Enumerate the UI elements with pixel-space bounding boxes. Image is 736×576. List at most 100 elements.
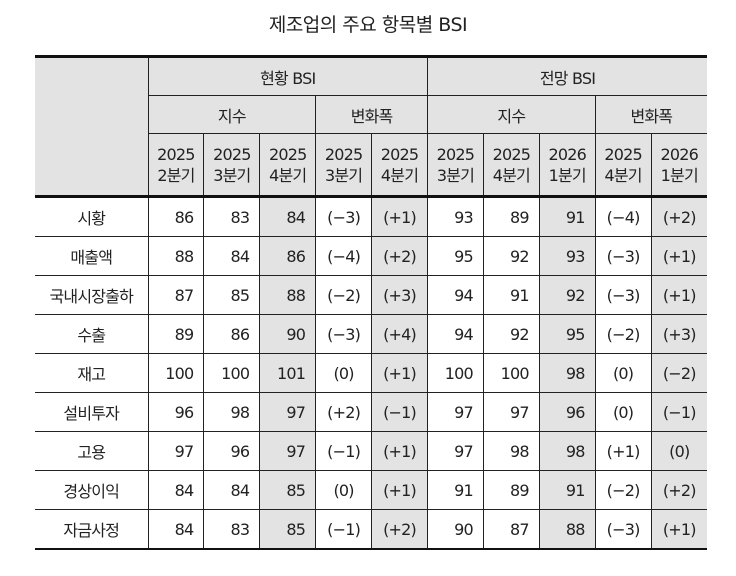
change-cell: (−2): [650, 353, 707, 393]
index-cell: 97: [427, 431, 484, 471]
index-cell: 91: [427, 470, 484, 510]
index-cell: 87: [482, 509, 540, 550]
index-cell: 91: [538, 196, 596, 237]
period-quarter: 3분기: [325, 165, 363, 185]
row-label: 매출액: [35, 236, 149, 276]
row-label: 경상이익: [35, 470, 149, 510]
change-cell: (−4): [594, 196, 652, 237]
change-cell: (0): [594, 353, 652, 393]
change-cell: (−2): [594, 470, 652, 510]
index-cell: 84: [203, 236, 261, 276]
index-cell: 98: [538, 353, 596, 393]
index-cell: 91: [538, 470, 596, 510]
period-header: 2025 3분기: [427, 133, 484, 198]
period-quarter: 2분기: [157, 165, 195, 185]
period-header: 2026 1분기: [650, 133, 707, 198]
index-cell: 97: [482, 392, 540, 432]
index-cell: 95: [427, 236, 484, 276]
index-cell: 92: [482, 236, 540, 276]
change-cell: (−3): [315, 314, 373, 354]
sub-header: 변화폭: [594, 95, 707, 134]
row-label: 설비투자: [35, 392, 149, 432]
index-cell: 100: [482, 353, 540, 393]
index-cell: 85: [203, 275, 261, 315]
index-cell: 84: [147, 470, 205, 510]
change-cell: (−3): [594, 509, 652, 550]
index-cell: 90: [427, 509, 484, 550]
index-cell: 98: [538, 431, 596, 471]
index-cell: 86: [147, 196, 205, 237]
index-cell: 88: [147, 236, 205, 276]
period-header: 2025 4분기: [482, 133, 540, 198]
table-row: 재고 100 100 101 (0) (+1) 100 100 98 (0) (−2): [35, 353, 707, 393]
period-year: 2025: [157, 144, 195, 164]
period-header: 2026 1분기: [538, 133, 596, 198]
index-cell: 86: [259, 236, 317, 276]
group-header: 전망 BSI: [427, 55, 707, 96]
change-cell: (−2): [594, 314, 652, 354]
change-cell: (+2): [371, 509, 428, 550]
change-cell: (+3): [371, 275, 428, 315]
index-cell: 97: [147, 431, 205, 471]
change-cell: (+1): [594, 431, 652, 471]
period-header: 2025 3분기: [203, 133, 261, 198]
table-row: 설비투자 96 98 97 (+2) (−1) 97 97 96 (0) (−1): [35, 392, 707, 432]
change-cell: (+2): [650, 470, 707, 510]
group-header: 현황 BSI: [147, 55, 428, 96]
table-title: 제조업의 주요 항목별 BSI: [268, 14, 468, 36]
change-cell: (+1): [371, 353, 428, 393]
index-cell: 88: [538, 509, 596, 550]
bsi-table: 현황 BSI 전망 BSI 지수 변화폭 지수 변화폭 2025 2분기 2025 3…: [35, 55, 707, 550]
sub-header: 변화폭: [315, 95, 428, 134]
period-quarter: 4분기: [604, 165, 643, 185]
change-cell: (+1): [371, 470, 428, 510]
change-cell: (−3): [594, 275, 652, 315]
period-year: 2026: [548, 144, 586, 164]
index-cell: 98: [482, 431, 540, 471]
period-year: 2025: [324, 144, 363, 164]
change-cell: (0): [315, 353, 373, 393]
index-cell: 101: [259, 353, 317, 393]
sub-header: 지수: [147, 95, 317, 134]
change-cell: (0): [315, 470, 373, 510]
change-cell: (−1): [650, 392, 707, 432]
change-cell: (+1): [371, 196, 428, 237]
index-cell: 83: [203, 196, 261, 237]
period-header: 2025 3분기: [315, 133, 373, 198]
change-cell: (+2): [315, 392, 373, 432]
index-cell: 91: [482, 275, 540, 315]
change-cell: (+2): [371, 236, 428, 276]
period-header: 2025 2분기: [147, 133, 205, 198]
period-quarter: 3분기: [436, 165, 475, 185]
row-label: 고용: [35, 431, 149, 471]
period-year: 2025: [213, 144, 251, 164]
index-cell: 95: [538, 314, 596, 354]
period-year: 2026: [660, 144, 699, 164]
row-label: 재고: [35, 353, 149, 393]
table-row: 매출액 88 84 86 (−4) (+2) 95 92 93 (−3) (+1): [35, 236, 707, 276]
table-row: 국내시장출하 87 85 88 (−2) (+3) 94 91 92 (−3) (+1): [35, 275, 707, 315]
index-cell: 86: [203, 314, 261, 354]
change-cell: (−1): [315, 431, 373, 471]
index-cell: 96: [203, 431, 261, 471]
index-cell: 98: [203, 392, 261, 432]
index-cell: 94: [427, 275, 484, 315]
change-cell: (+1): [650, 275, 707, 315]
change-cell: (+2): [650, 196, 707, 237]
table-row: 고용 97 96 97 (−1) (+1) 97 98 98 (+1) (0): [35, 431, 707, 471]
index-cell: 93: [427, 196, 484, 237]
period-quarter: 4분기: [380, 165, 419, 185]
index-cell: 93: [538, 236, 596, 276]
change-cell: (+1): [650, 236, 707, 276]
index-cell: 97: [427, 392, 484, 432]
table-row: 시황 86 83 84 (−3) (+1) 93 89 91 (−4) (+2): [35, 196, 707, 237]
row-label: 시황: [35, 196, 149, 237]
table-row: 경상이익 84 84 85 (0) (+1) 91 89 91 (−2) (+2): [35, 470, 707, 510]
change-cell: (+1): [371, 431, 428, 471]
change-cell: (+3): [650, 314, 707, 354]
index-cell: 100: [203, 353, 261, 393]
table-row: 수출 89 86 90 (−3) (+4) 94 92 95 (−2) (+3): [35, 314, 707, 354]
change-cell: (−4): [315, 236, 373, 276]
change-cell: (−3): [315, 196, 373, 237]
row-label: 국내시장출하: [35, 275, 149, 315]
